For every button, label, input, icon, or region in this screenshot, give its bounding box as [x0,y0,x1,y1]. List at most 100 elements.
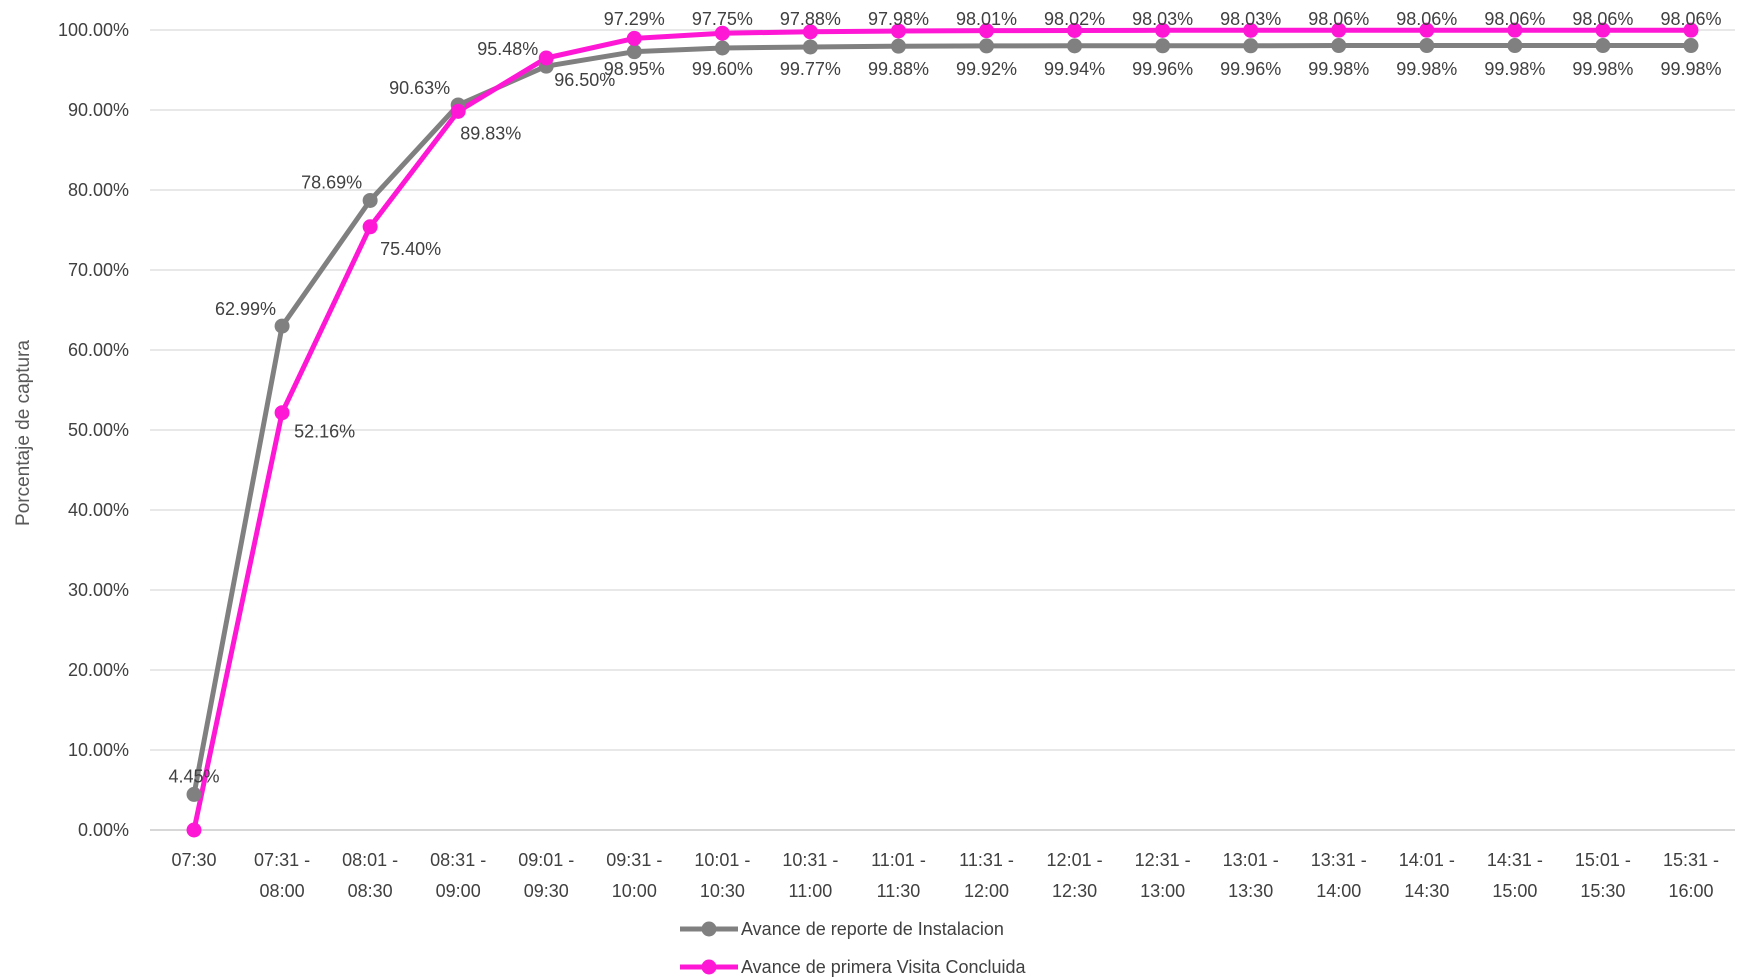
data-point [186,786,202,802]
data-label: 4.45% [169,766,220,786]
data-point [626,44,642,60]
data-label: 95.48% [477,39,538,59]
data-point [1507,22,1523,38]
y-tick-label: 10.00% [68,740,129,760]
x-tick-label: 14:00 [1316,881,1361,901]
y-tick-label: 0.00% [78,820,129,840]
data-point [1243,22,1259,38]
data-point [802,24,818,40]
legend-marker-1 [701,921,717,937]
x-tick-label: 15:30 [1580,881,1625,901]
x-tick-label: 10:31 - [782,850,838,870]
data-label: 99.96% [1132,59,1193,79]
data-label: 99.98% [1484,59,1545,79]
data-label: 98.95% [604,59,665,79]
y-tick-label: 20.00% [68,660,129,680]
data-point [1595,38,1611,54]
y-axis: 0.00% 10.00% 20.00% 30.00% 40.00% 50.00% 60.00… [58,20,129,840]
x-tick-label: 15:01 - [1575,850,1631,870]
y-tick-label: 100.00% [58,20,129,40]
data-point [714,40,730,56]
legend-label-2: Avance de primera Visita Concluida [741,957,1026,977]
x-tick-label: 13:31 - [1311,850,1367,870]
data-label: 98.06% [1572,9,1633,29]
x-tick-label: 13:01 - [1223,850,1279,870]
data-label: 96.50% [554,70,615,90]
data-label: 97.29% [604,9,665,29]
data-point [538,50,554,66]
data-label: 98.03% [1132,9,1193,29]
data-point [1067,22,1083,38]
x-tick-label: 09:00 [436,881,481,901]
y-tick-label: 50.00% [68,420,129,440]
data-label: 99.94% [1044,59,1105,79]
x-tick-label: 13:00 [1140,881,1185,901]
data-label: 97.88% [780,9,841,29]
y-tick-label: 90.00% [68,100,129,120]
data-label: 99.77% [780,59,841,79]
data-label: 99.98% [1572,59,1633,79]
data-point [1683,22,1699,38]
data-label: 98.06% [1660,9,1721,29]
gridlines [150,29,1735,831]
data-point [802,39,818,55]
data-label: 90.63% [389,78,450,98]
data-point [1595,22,1611,38]
data-point [1419,22,1435,38]
y-tick-label: 60.00% [68,340,129,360]
data-label: 98.01% [956,9,1017,29]
data-label: 97.98% [868,9,929,29]
x-tick-label: 12:31 - [1135,850,1191,870]
data-point [714,25,730,41]
data-point [1243,38,1259,54]
data-point [274,405,290,421]
x-tick-label: 11:01 - [871,850,926,870]
data-label: 99.96% [1220,59,1281,79]
data-label: 98.06% [1484,9,1545,29]
data-label: 98.06% [1308,9,1369,29]
x-tick-label: 08:31 - [430,850,486,870]
data-point [362,219,378,235]
x-tick-label: 07:30 [172,850,217,870]
x-tick-label: 16:00 [1668,881,1713,901]
data-point [1419,38,1435,54]
data-point [1683,38,1699,54]
x-tick-label: 09:30 [524,881,569,901]
x-tick-label: 11:00 [789,881,833,901]
data-label: 99.60% [692,59,753,79]
x-tick-label: 10:01 - [694,850,750,870]
data-label: 99.98% [1660,59,1721,79]
data-point [1507,38,1523,54]
x-tick-label: 10:00 [612,881,657,901]
data-point [274,318,290,334]
data-labels: 4.45% 62.99% 78.69% 90.63% 95.48% 97.29% 97.75… [169,9,1722,786]
x-tick-label: 13:30 [1228,881,1273,901]
data-point [890,38,906,54]
data-point [890,23,906,39]
data-label: 99.98% [1308,59,1369,79]
data-label: 62.99% [215,299,276,319]
x-tick-label: 12:30 [1052,881,1097,901]
y-tick-label: 80.00% [68,180,129,200]
data-label: 98.06% [1396,9,1457,29]
x-tick-label: 15:00 [1492,881,1537,901]
data-point [1155,22,1171,38]
data-point [362,192,378,208]
x-tick-label: 11:30 [877,881,921,901]
data-point [1155,38,1171,54]
y-tick-label: 40.00% [68,500,129,520]
series-points [186,22,1699,838]
x-tick-label: 08:01 - [342,850,398,870]
x-tick-label: 07:31 - [254,850,310,870]
data-point [1331,22,1347,38]
data-label: 52.16% [294,422,355,442]
data-point [186,822,202,838]
data-point [450,103,466,119]
y-tick-label: 30.00% [68,580,129,600]
x-tick-label: 12:01 - [1047,850,1103,870]
x-tick-label: 15:31 - [1663,850,1719,870]
data-label: 98.03% [1220,9,1281,29]
data-label: 78.69% [301,172,362,192]
x-tick-label: 08:30 [348,881,393,901]
